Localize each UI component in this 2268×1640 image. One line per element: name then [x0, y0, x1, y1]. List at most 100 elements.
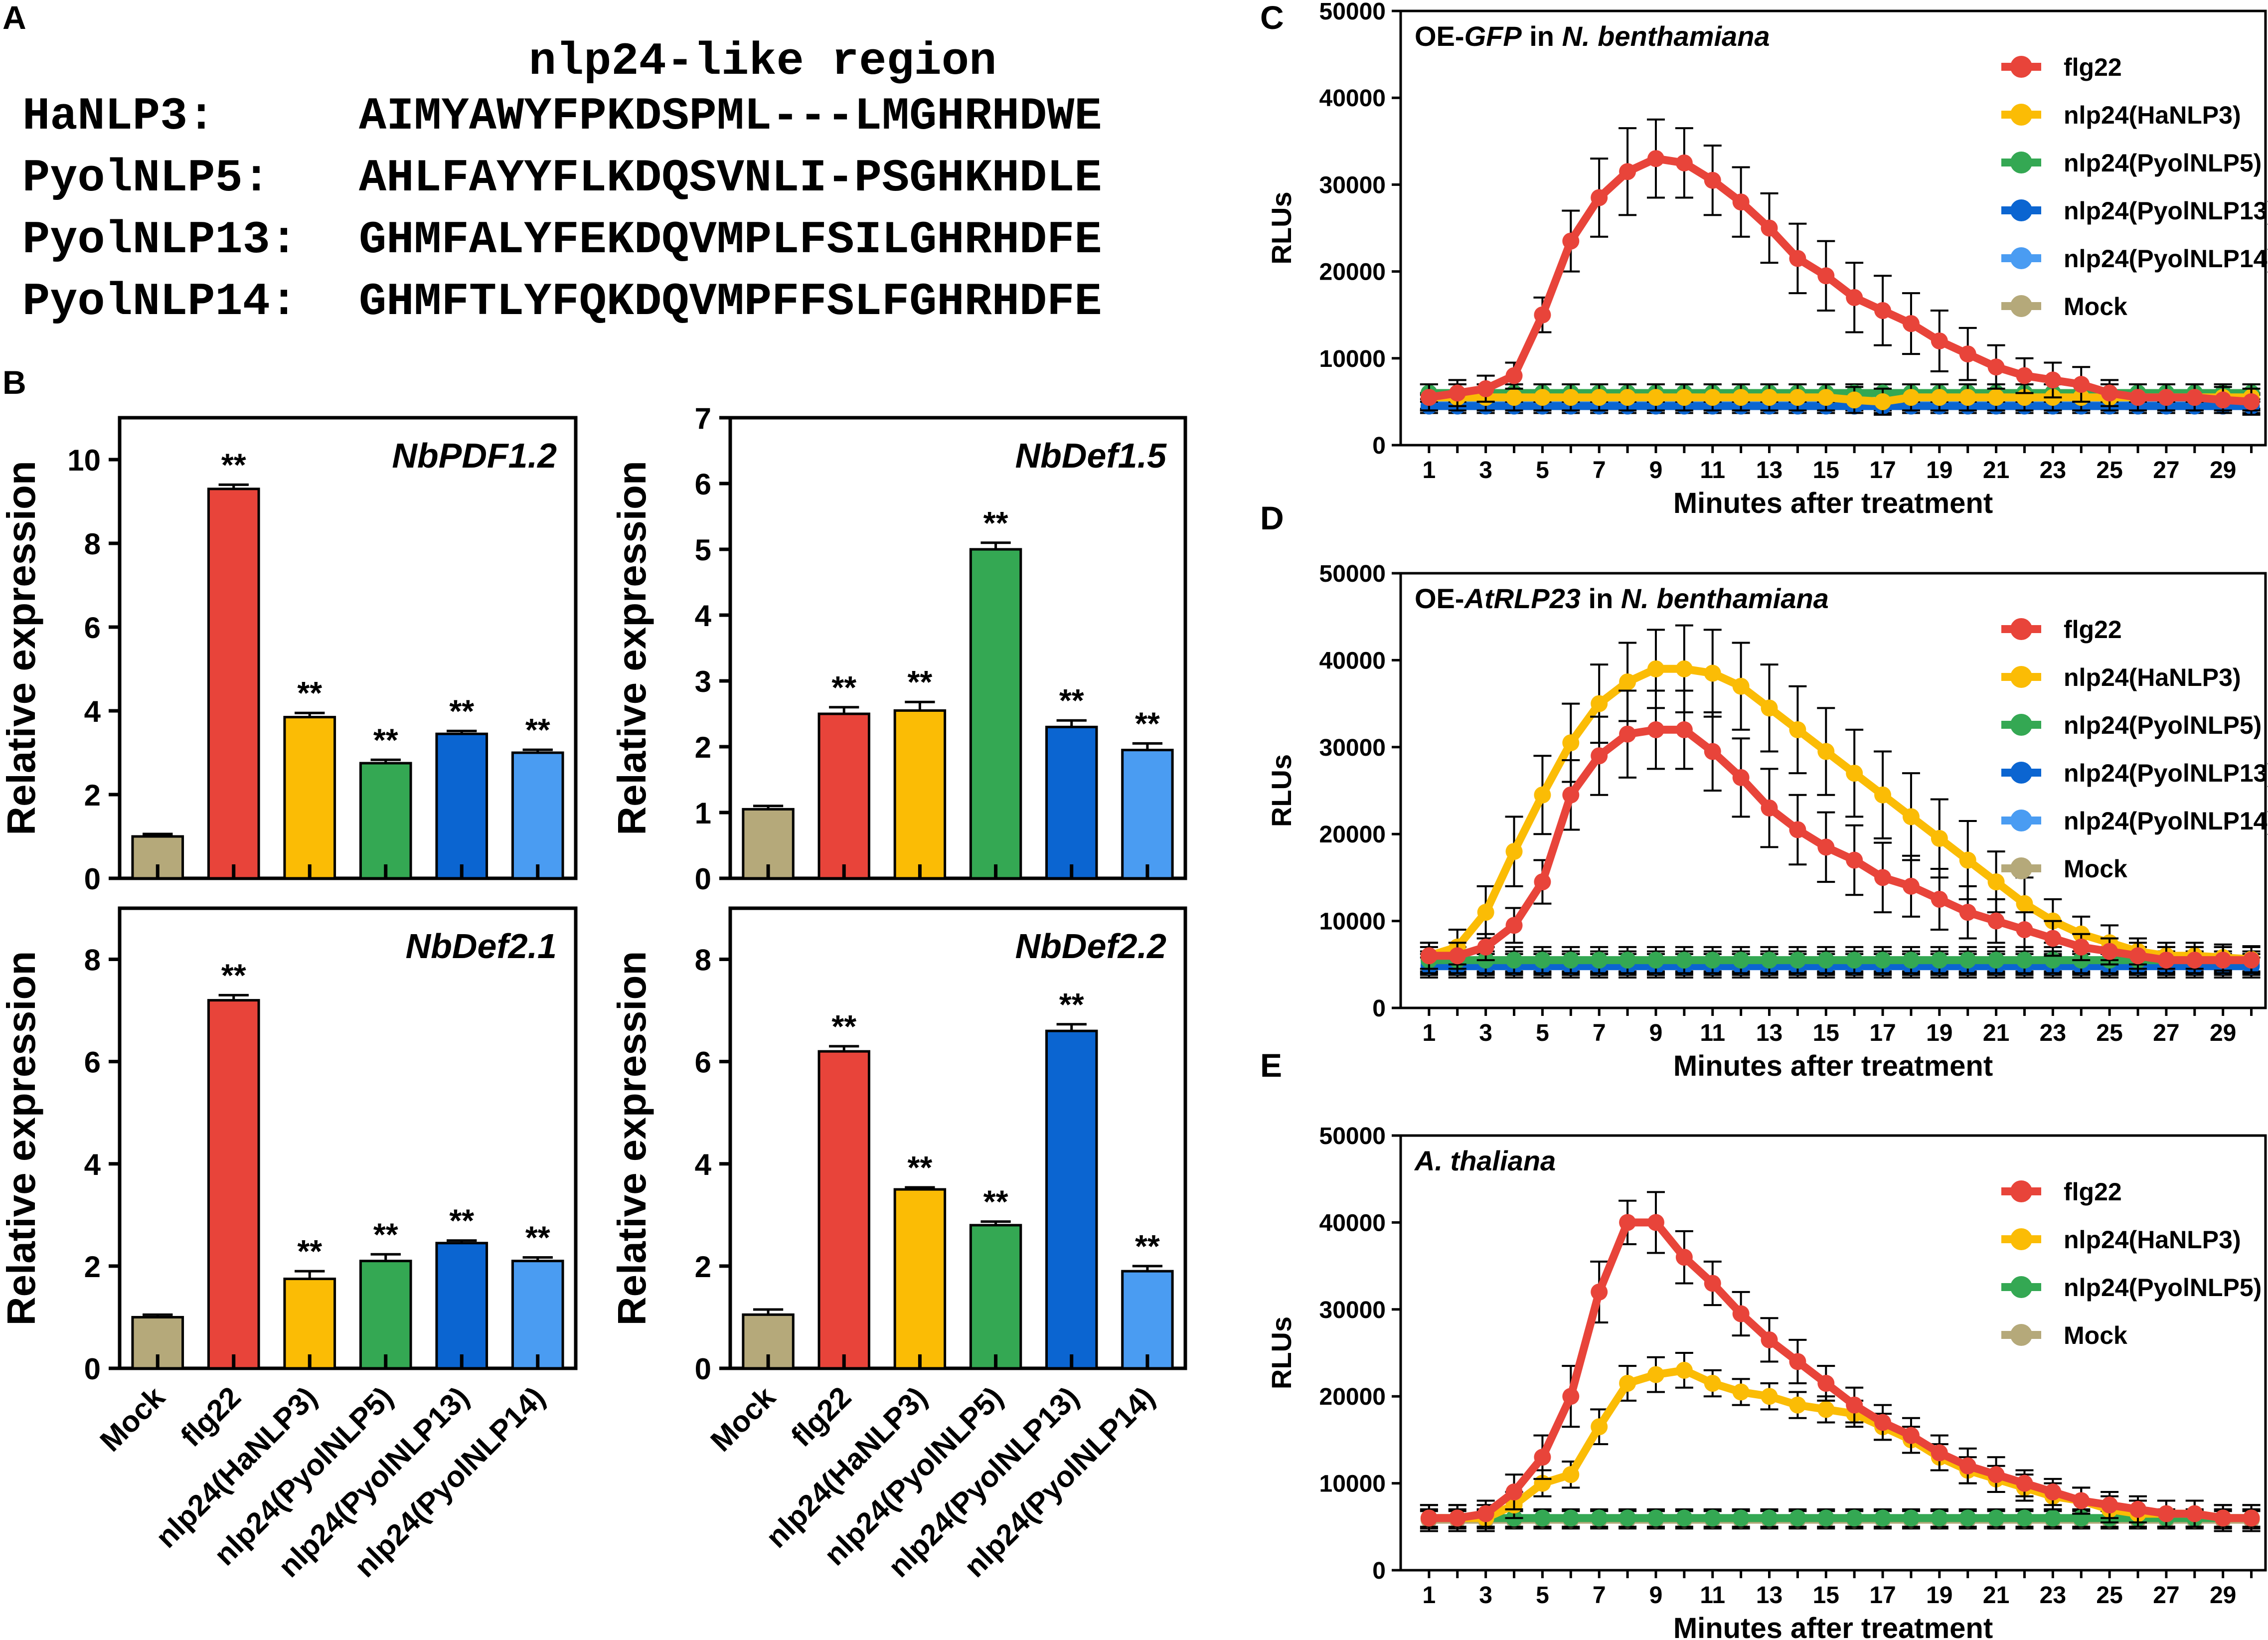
chart-title-part: A. thaliana	[1414, 1145, 1556, 1176]
legend-swatch-marker	[2010, 762, 2032, 784]
data-point	[2157, 389, 2175, 406]
data-point	[1959, 1509, 1976, 1527]
data-point	[1732, 677, 1750, 695]
significance-label: **	[1059, 682, 1084, 718]
x-tick-label: 17	[1869, 1582, 1896, 1609]
y-tick-label: 6	[695, 468, 711, 501]
data-point	[2129, 1500, 2147, 1518]
data-point	[2101, 1496, 2118, 1514]
data-point	[1619, 163, 1636, 180]
bar	[511, 751, 564, 880]
data-point	[1647, 150, 1664, 167]
data-point	[1704, 743, 1721, 760]
x-tick-label: 29	[2210, 1582, 2236, 1609]
x-tick-label: 21	[1983, 457, 2009, 484]
x-tick-label: 5	[1536, 457, 1549, 484]
y-tick-label: 0	[695, 862, 711, 896]
data-point	[1874, 952, 1892, 969]
significance-label: **	[908, 664, 933, 700]
data-point	[1619, 1375, 1636, 1392]
y-tick-label: 8	[84, 944, 101, 977]
y-tick-label: 6	[84, 1046, 101, 1079]
data-point	[1675, 1249, 1693, 1266]
data-point	[1704, 1375, 1721, 1392]
x-tick-label: 29	[2210, 1020, 2236, 1046]
legend-swatch-marker	[2010, 857, 2032, 879]
y-axis-label: Relative expression	[610, 461, 654, 835]
alignment-row-sequence: AIMYAWYFPKDSPML---LMGHRHDWE	[359, 90, 1102, 143]
data-point	[1449, 384, 1466, 402]
data-point	[2016, 1509, 2033, 1527]
data-point	[1902, 877, 1920, 895]
data-point	[1420, 389, 1438, 406]
data-point	[1959, 851, 1976, 869]
data-point	[1534, 952, 1551, 969]
y-tick-label: 10000	[1319, 909, 1386, 935]
significance-label: **	[983, 505, 1008, 541]
y-tick-label: 50000	[1319, 1123, 1386, 1149]
significance-label: **	[831, 1008, 856, 1044]
x-tick-label: 19	[1926, 1020, 1952, 1046]
data-point	[2186, 389, 2203, 406]
x-tick-label: 11	[1700, 1582, 1725, 1609]
data-point	[1987, 358, 2005, 376]
chart-title-part: N. benthamiana	[1621, 583, 1829, 614]
data-point	[1874, 1509, 1892, 1527]
y-tick-label: 40000	[1319, 648, 1386, 674]
data-point	[1732, 952, 1750, 969]
data-point	[1534, 306, 1551, 324]
plot-frame	[1399, 1134, 2267, 1572]
panel-label-e: E	[1260, 1047, 1282, 1084]
data-point	[1562, 952, 1580, 969]
x-tick-label: 3	[1479, 1582, 1492, 1609]
bar-chart-nbpdf1-2: 0 2 4 6 8 10 Relative expression NbPDF1.2 ** ** **…	[0, 416, 578, 896]
bar	[435, 1242, 488, 1370]
y-tick-label: 7	[695, 402, 711, 435]
data-point	[1647, 1214, 1664, 1231]
data-point	[1846, 851, 1863, 869]
y-axis-label: RLUs	[1266, 754, 1297, 827]
x-tick-label: 5	[1536, 1582, 1549, 1609]
data-point	[1505, 917, 1523, 934]
data-point	[1675, 1509, 1693, 1527]
legend-label: nlp24(PyolNLP14)	[2064, 807, 2268, 835]
data-point	[2016, 1475, 2033, 1492]
y-tick-label: 30000	[1319, 172, 1386, 198]
data-point	[1817, 1509, 1835, 1527]
chart-title-part: OE-	[1415, 20, 1464, 52]
data-point	[1562, 734, 1580, 752]
panel-label-a: A	[2, 0, 26, 36]
x-tick-label: 17	[1869, 457, 1896, 484]
data-point	[1817, 743, 1835, 760]
data-point	[1675, 389, 1693, 406]
data-point	[1619, 673, 1636, 690]
data-point	[2101, 384, 2118, 402]
data-point	[1675, 660, 1693, 677]
data-point	[2073, 1492, 2090, 1509]
panel-label-c: C	[1260, 0, 1284, 36]
data-point	[1761, 1509, 1778, 1527]
plot-frame	[1399, 572, 2267, 1009]
legend-label: Mock	[2064, 855, 2127, 883]
data-point	[1874, 393, 1892, 410]
data-point	[1987, 912, 2005, 930]
data-point	[1675, 1361, 1693, 1379]
data-point	[2044, 1483, 2062, 1501]
data-point	[1987, 952, 2005, 969]
significance-label: **	[221, 957, 246, 993]
significance-label: **	[449, 693, 474, 729]
data-point	[1647, 1509, 1664, 1527]
x-tick-label: 29	[2210, 457, 2236, 484]
data-point	[1732, 769, 1750, 786]
data-point	[1931, 332, 1948, 349]
significance-label: **	[373, 722, 398, 758]
y-tick-label: 8	[84, 527, 101, 561]
data-point	[1619, 1509, 1636, 1527]
bar	[893, 1188, 947, 1370]
data-point	[2214, 391, 2232, 409]
x-axis-label: Minutes after treatment	[1673, 487, 1993, 519]
chart-title: NbDef2.2	[1015, 927, 1166, 966]
data-point	[1562, 1388, 1580, 1405]
significance-label: **	[297, 675, 322, 711]
